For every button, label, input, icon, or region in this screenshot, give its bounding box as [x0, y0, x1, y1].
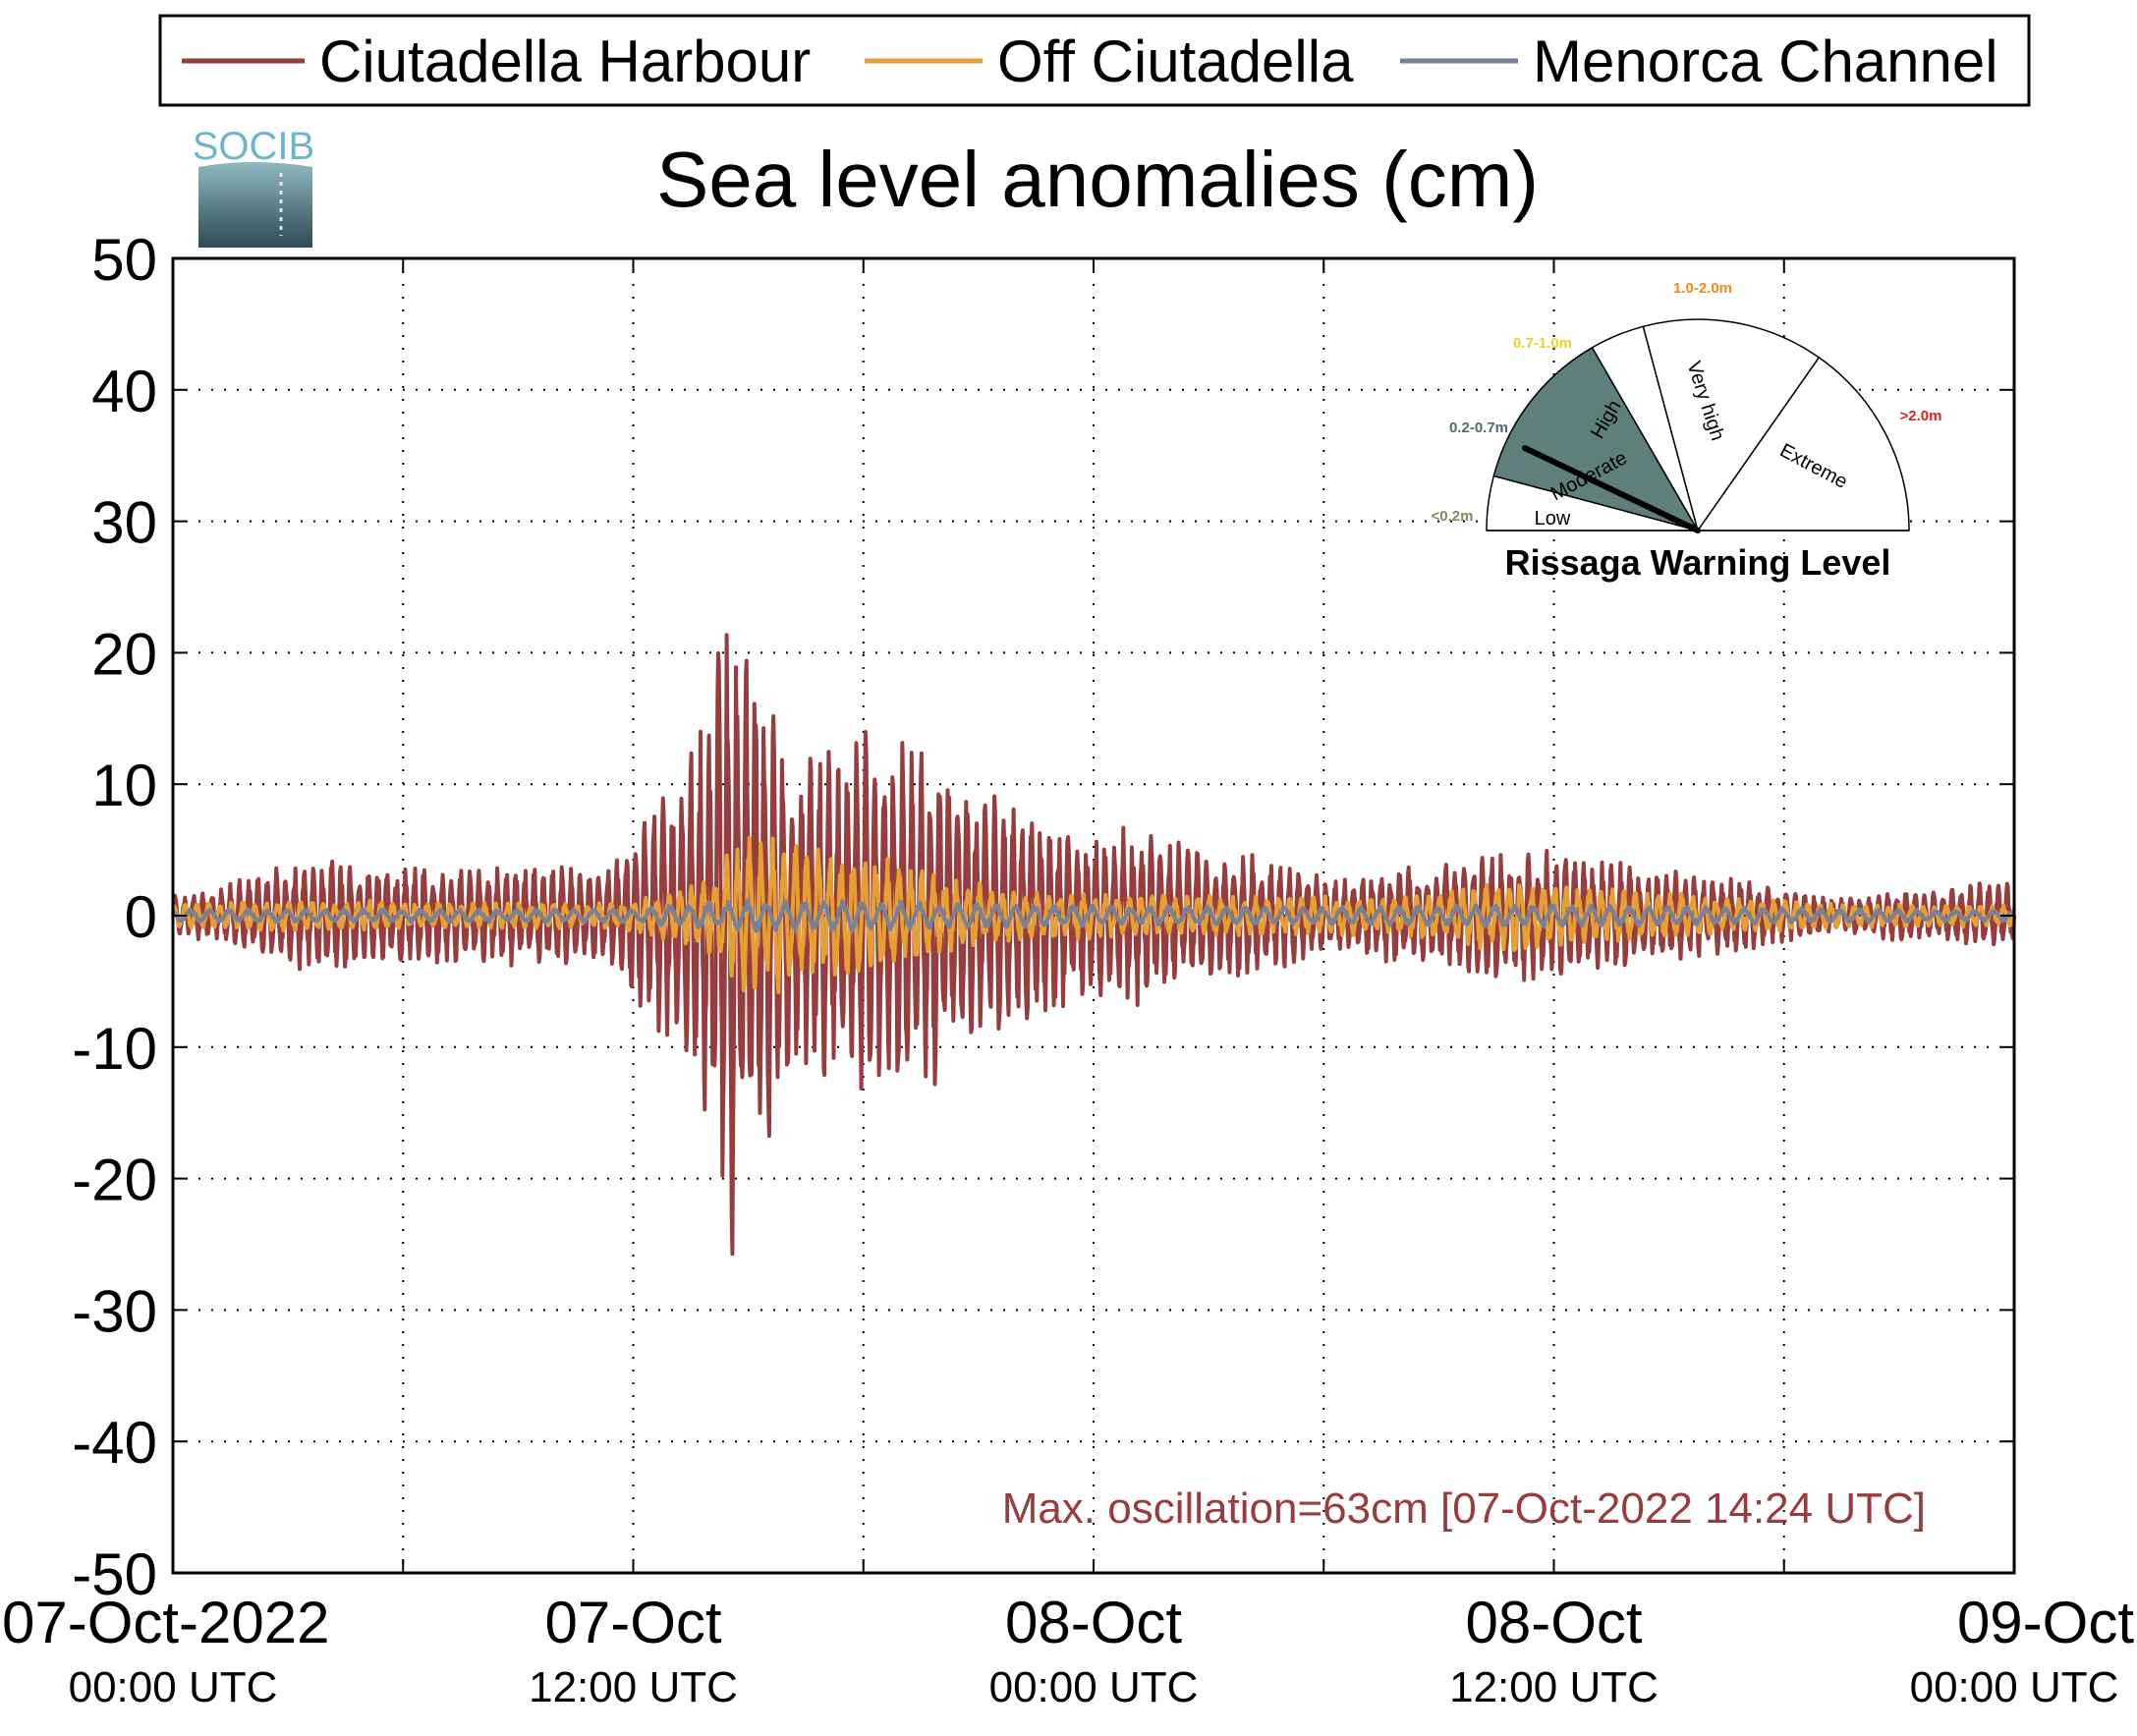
y-tick-label: 0 — [125, 884, 157, 950]
gauge-sector-moderate — [1492, 346, 1700, 532]
legend-label-off-ciutadella: Off Ciutadella — [997, 28, 1354, 94]
gauge-sector-very-high — [1642, 318, 1821, 532]
y-tick-label: 20 — [91, 621, 157, 687]
socib-logo-wave-icon — [198, 162, 312, 248]
gauge-sector-extreme — [1696, 356, 1910, 532]
y-tick-label: 40 — [91, 359, 157, 424]
legend: Ciutadella Harbour Off Ciutadella Menorc… — [158, 14, 2031, 107]
y-tick-label: 30 — [91, 490, 157, 556]
gauge-range-label: >2.0m — [1900, 408, 1942, 424]
socib-logo-text: SOCIB — [193, 125, 314, 168]
x-tick-label-date: 08-Oct — [1005, 1590, 1182, 1655]
y-tick-label: -20 — [72, 1148, 157, 1213]
x-tick-label-date: 07-Oct — [544, 1590, 721, 1655]
y-tick-label: -50 — [72, 1541, 157, 1607]
x-tick-label-date: 08-Oct — [1465, 1590, 1642, 1655]
x-tick-label-time: 00:00 UTC — [69, 1663, 278, 1711]
y-tick-label: -30 — [72, 1278, 157, 1344]
gauge-range-label: <0.2m — [1432, 508, 1474, 525]
y-tick-label: 50 — [91, 227, 157, 293]
legend-box — [158, 14, 2031, 107]
x-tick-label-time: 12:00 UTC — [529, 1663, 738, 1711]
x-tick-label-time: 00:00 UTC — [989, 1663, 1199, 1711]
gauge-title: Rissaga Warning Level — [1505, 542, 1891, 583]
x-axis: 07-Oct-2022 00:00 UTC 07-Oct 12:00 UTC 08-Oc… — [2, 258, 2134, 1711]
gauge-needle — [1522, 445, 1701, 533]
x-tick-label-date: 07-Oct-2022 — [2, 1590, 330, 1655]
chart-title: Sea level anomalies (cm) — [656, 136, 1539, 223]
x-tick-label-time: 12:00 UTC — [1449, 1663, 1659, 1711]
x-tick-label-time: 00:00 UTC — [1910, 1663, 2119, 1711]
x-tick-label-date: 09-Oct — [1957, 1590, 2134, 1655]
socib-logo: SOCIB — [193, 125, 314, 248]
series-layer — [171, 633, 2016, 1257]
y-tick-label: 10 — [91, 753, 157, 818]
y-axis: 50 40 30 20 10 0 -10 -20 -30 -40 -50 — [72, 227, 2014, 1607]
y-tick-label: -10 — [72, 1016, 157, 1082]
series-line-menorca-channel — [171, 898, 2016, 933]
y-tick-label: -40 — [72, 1410, 157, 1476]
gauge-range-label: 1.0-2.0m — [1673, 280, 1732, 297]
legend-label-ciutadella-harbour: Ciutadella Harbour — [319, 28, 811, 94]
legend-label-menorca-channel: Menorca Channel — [1533, 28, 1998, 94]
gauge-range-label: 0.7-1.0m — [1513, 335, 1572, 352]
max-oscillation-annotation: Max. oscillation=63cm [07-Oct-2022 14:24… — [1002, 1484, 1926, 1533]
gauge-range-label: 0.2-0.7m — [1449, 420, 1508, 436]
gauge-level-label: Low — [1535, 508, 1571, 530]
rissaga-warning-gauge: Low<0.2mModerate0.2-0.7mHigh0.7-1.0mVery… — [1432, 280, 1942, 583]
